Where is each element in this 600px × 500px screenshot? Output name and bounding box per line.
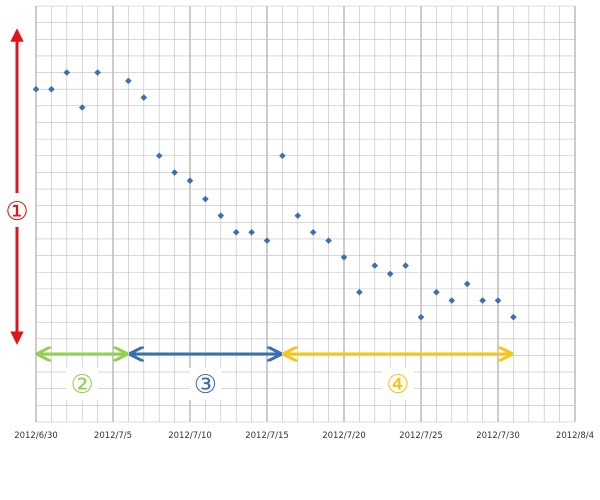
data-point <box>155 152 163 160</box>
annotations: ① ② ③ ④ <box>1 28 511 400</box>
x-tick-label: 2012/7/20 <box>322 431 366 441</box>
x-tick-label: 2012/7/15 <box>245 431 289 441</box>
data-point <box>386 270 394 278</box>
data-point <box>340 253 348 261</box>
data-point <box>402 262 409 269</box>
data-point <box>463 280 471 288</box>
data-point <box>510 313 517 321</box>
x-tick-label: 2012/6/30 <box>14 431 58 441</box>
data-point <box>263 237 271 244</box>
data-point <box>232 229 240 236</box>
x-tick-label: 2012/7/5 <box>94 431 132 441</box>
data-point <box>356 288 363 296</box>
x-tick-label: 2012/7/25 <box>399 431 443 441</box>
data-point <box>417 313 425 321</box>
data-point <box>279 152 286 160</box>
data-points <box>32 69 517 321</box>
data-point <box>479 297 486 304</box>
data-point <box>78 104 86 111</box>
x-tick-label: 2012/7/10 <box>168 431 212 441</box>
annotation-label-background <box>66 368 99 400</box>
data-point <box>171 169 178 176</box>
data-point <box>48 85 55 93</box>
data-point <box>94 69 101 76</box>
annotation-label-background <box>381 368 414 400</box>
data-point <box>294 212 302 219</box>
annotation-label-3: ③ <box>194 370 217 400</box>
data-point <box>433 288 440 296</box>
data-point <box>217 212 225 219</box>
annotation-label-background <box>1 193 33 227</box>
annotation-label-2: ② <box>71 370 94 400</box>
data-point <box>202 195 209 203</box>
annotation-label-1: ① <box>5 197 28 227</box>
data-point <box>125 77 132 85</box>
x-axis-ticks: 2012/6/30 2012/7/5 2012/7/10 2012/7/15 2012/… <box>14 431 594 441</box>
data-point <box>448 297 456 304</box>
data-point <box>248 229 255 236</box>
plot-grid <box>35 5 576 423</box>
annotation-label-4: ④ <box>386 370 409 400</box>
data-point <box>371 262 379 269</box>
data-point <box>186 177 194 185</box>
annotation-label-background <box>189 368 222 400</box>
data-point <box>494 297 502 304</box>
data-point <box>140 94 148 101</box>
data-point <box>325 237 332 244</box>
data-point <box>309 229 317 236</box>
data-point <box>63 69 71 76</box>
x-tick-label: 2012/7/30 <box>476 431 520 441</box>
x-tick-label: 2012/8/4 <box>556 431 594 441</box>
data-point <box>32 85 40 93</box>
